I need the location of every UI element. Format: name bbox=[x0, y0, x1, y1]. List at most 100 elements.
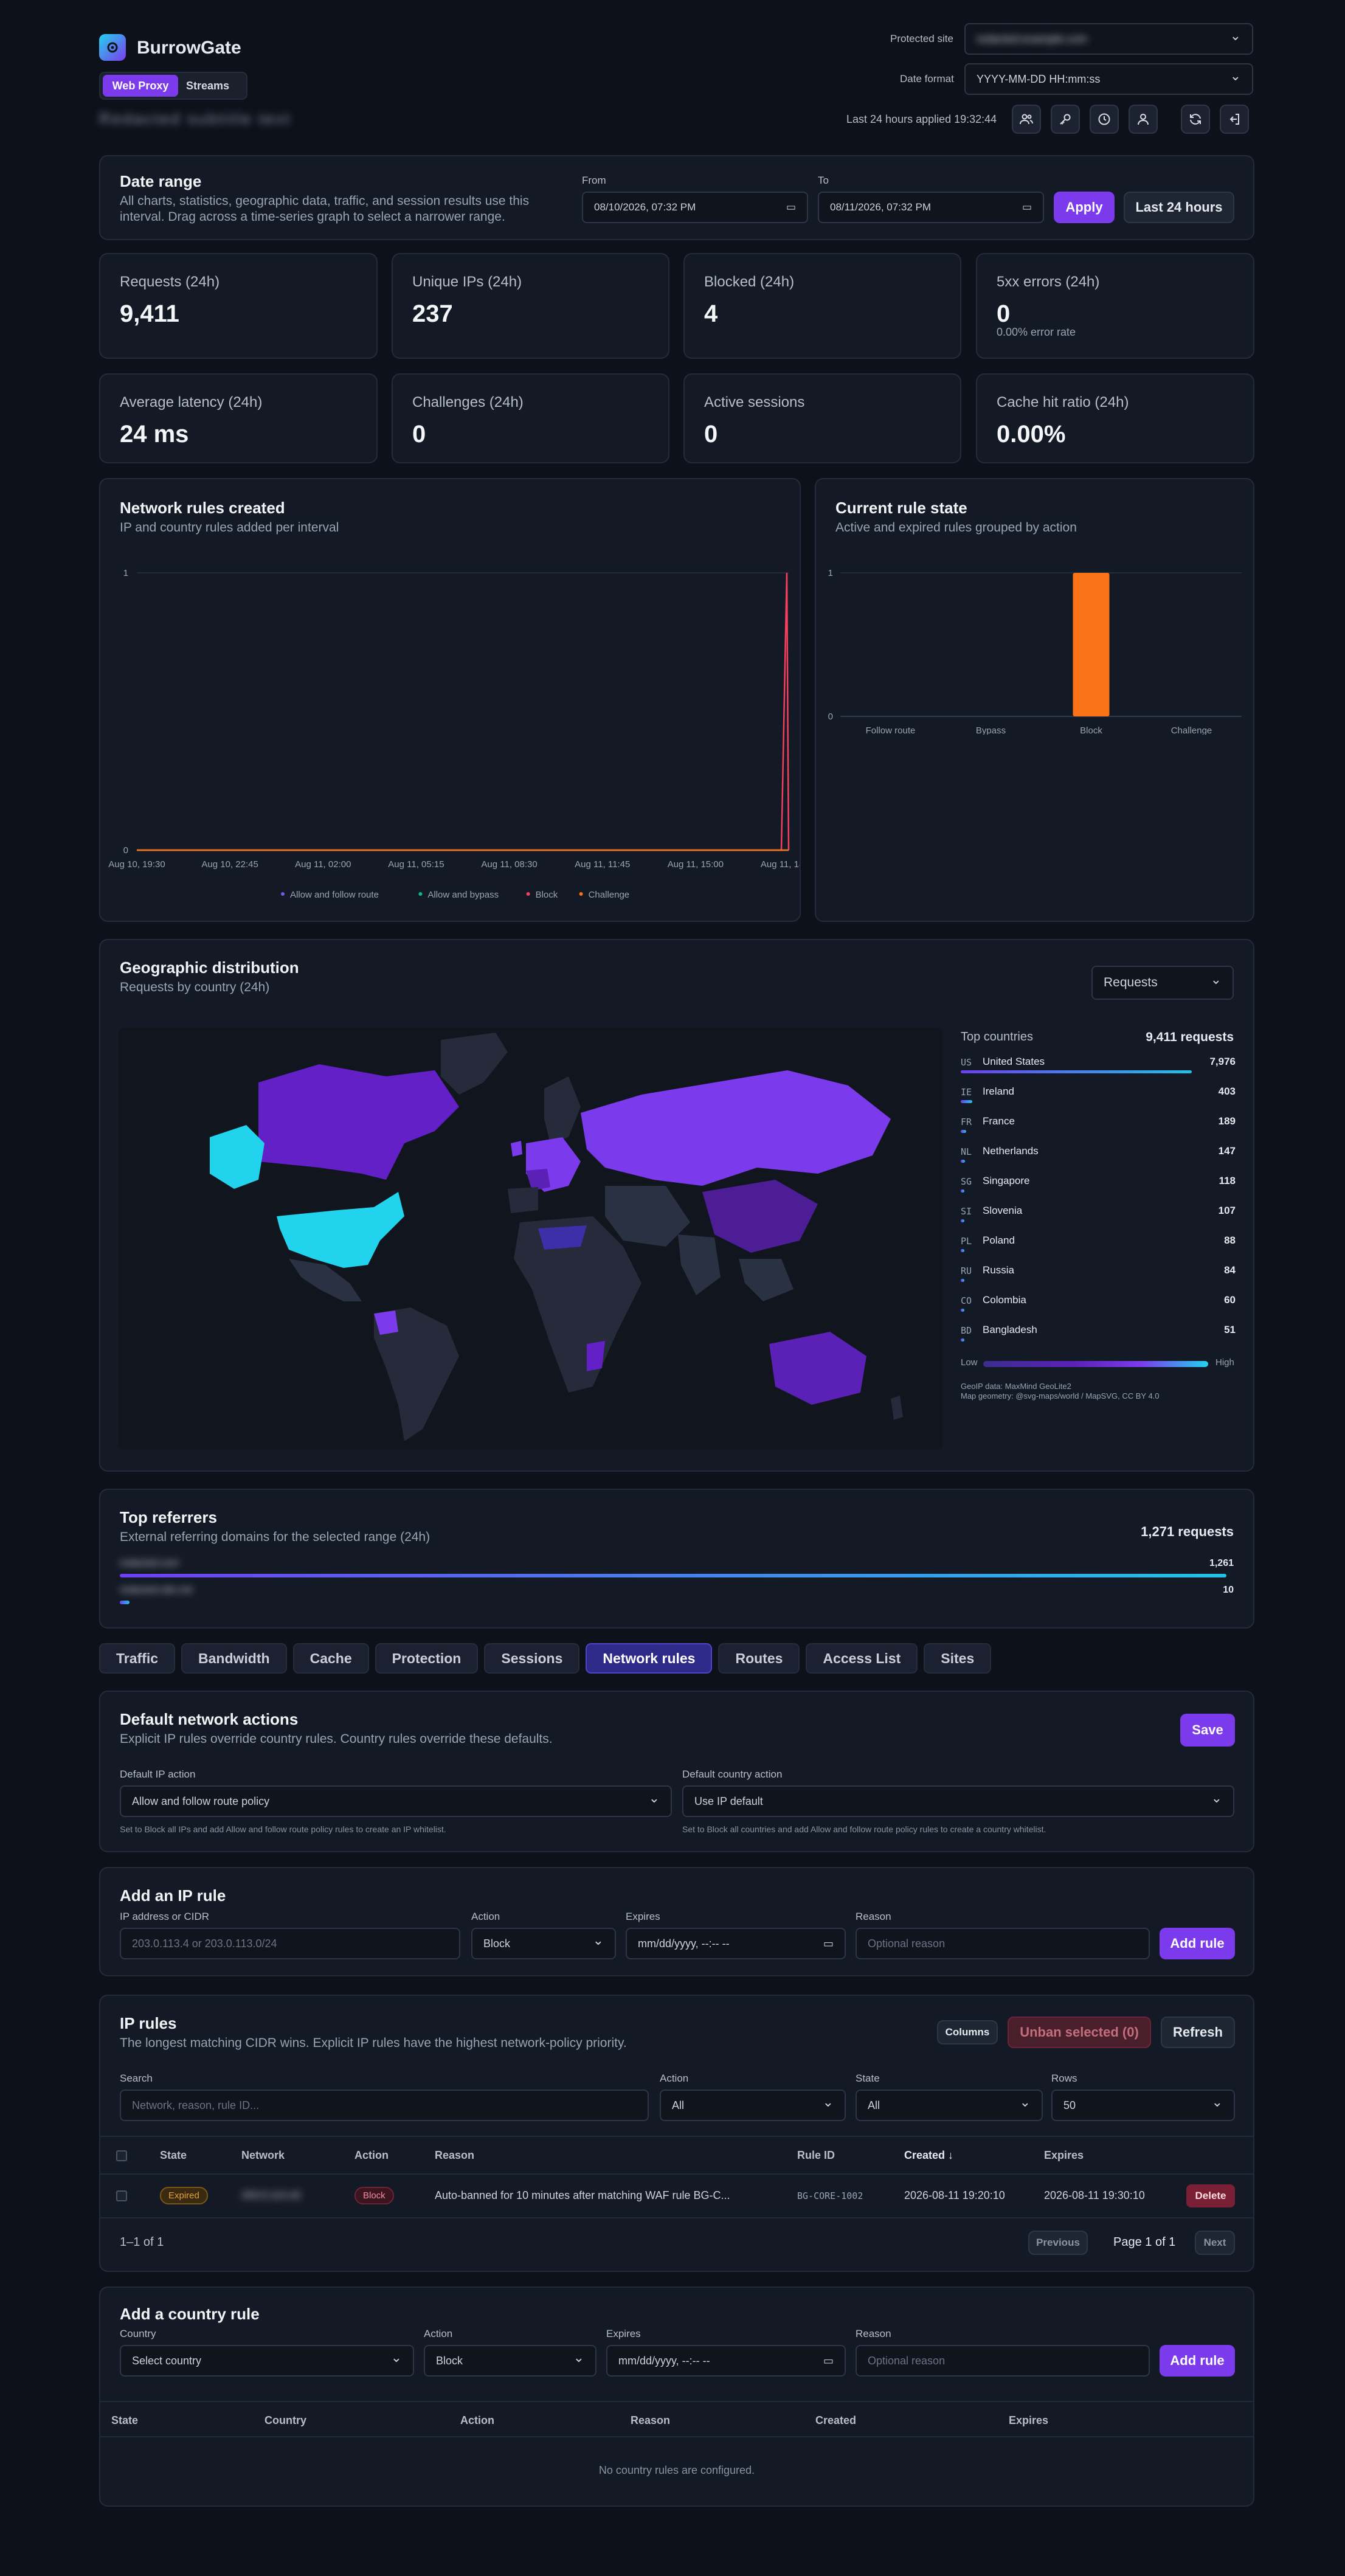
ip-reason-input[interactable]: Optional reason bbox=[856, 1928, 1150, 1959]
table-row[interactable]: Expired 203.0.113.42 Block Auto-banned f… bbox=[100, 2175, 1253, 2217]
referrer-list: redacted.com 1,261 redacted-site.net 10 bbox=[120, 1558, 1234, 1619]
date-format-select[interactable]: YYYY-MM-DD HH:mm:ss bbox=[964, 63, 1253, 95]
country-row[interactable]: FR France 189 bbox=[961, 1115, 1236, 1146]
default-actions-card: Default network actions Explicit IP rule… bbox=[99, 1691, 1254, 1852]
tab-sessions[interactable]: Sessions bbox=[484, 1643, 580, 1674]
tab-cache[interactable]: Cache bbox=[292, 1643, 369, 1674]
tab-routes[interactable]: Routes bbox=[718, 1643, 800, 1674]
tab-protection[interactable]: Protection bbox=[375, 1643, 479, 1674]
default-country-select[interactable]: Use IP default bbox=[682, 1785, 1234, 1817]
country-name: Bangladesh bbox=[983, 1324, 1037, 1335]
to-input[interactable]: 08/11/2026, 07:32 PM ▭ bbox=[818, 192, 1044, 223]
country-row[interactable]: PL Poland 88 bbox=[961, 1234, 1236, 1265]
search-input[interactable]: Network, reason, rule ID... bbox=[120, 2090, 649, 2121]
legend-label: Block bbox=[536, 890, 558, 900]
col-expires[interactable]: Expires bbox=[1044, 2149, 1084, 2161]
tab-bandwidth[interactable]: Bandwidth bbox=[181, 1643, 287, 1674]
select-all-checkbox[interactable] bbox=[116, 2150, 127, 2161]
col-action[interactable]: Action bbox=[354, 2149, 389, 2161]
table-divider bbox=[100, 2173, 1253, 2175]
geo-credit-1[interactable]: GeoIP data: MaxMind GeoLite2 bbox=[961, 1382, 1071, 1391]
country-reason-input[interactable]: Optional reason bbox=[856, 2345, 1150, 2377]
mode-web-proxy[interactable]: Web Proxy bbox=[103, 75, 178, 97]
world-map[interactable] bbox=[119, 1028, 943, 1450]
calendar-icon: ▭ bbox=[823, 1937, 834, 1950]
key-icon[interactable] bbox=[1051, 105, 1080, 134]
next-button[interactable]: Next bbox=[1195, 2231, 1235, 2255]
country-bar bbox=[961, 1189, 964, 1193]
referrer-row[interactable]: redacted-site.net 10 bbox=[120, 1585, 1234, 1612]
unban-selected-button[interactable]: Unban selected (0) bbox=[1008, 2017, 1151, 2048]
country-row[interactable]: IE Ireland 403 bbox=[961, 1085, 1236, 1116]
ip-expires-input[interactable]: mm/dd/yyyy, --:-- -- ▭ bbox=[626, 1928, 846, 1959]
legend-label: Challenge bbox=[589, 890, 630, 900]
users-icon[interactable] bbox=[1012, 105, 1041, 134]
columns-button[interactable]: Columns bbox=[937, 2020, 998, 2045]
map-greenland bbox=[441, 1033, 508, 1095]
legend-low: Low bbox=[961, 1357, 978, 1368]
tab-sites[interactable]: Sites bbox=[924, 1643, 992, 1674]
state-filter-select[interactable]: All bbox=[856, 2090, 1043, 2121]
ip-input[interactable]: 203.0.113.4 or 203.0.113.0/24 bbox=[120, 1928, 460, 1959]
country-row[interactable]: CO Colombia 60 bbox=[961, 1294, 1236, 1324]
geo-credit-2[interactable]: Map geometry: @svg-maps/world / MapSVG, … bbox=[961, 1391, 1160, 1401]
stat-label: Blocked (24h) bbox=[704, 274, 795, 290]
user-icon[interactable] bbox=[1129, 105, 1158, 134]
history-icon[interactable] bbox=[1090, 105, 1119, 134]
rows-select[interactable]: 50 bbox=[1051, 2090, 1235, 2121]
stat-value: 24 ms bbox=[120, 421, 189, 448]
x-tick-label: Aug 10, 19:30 bbox=[108, 859, 165, 870]
top-countries-total: 9,411 requests bbox=[1146, 1030, 1234, 1044]
country-row[interactable]: NL Netherlands 147 bbox=[961, 1145, 1236, 1175]
country-row[interactable]: US United States 7,976 bbox=[961, 1056, 1236, 1086]
map-ireland bbox=[511, 1141, 522, 1157]
country-code: BD bbox=[961, 1325, 972, 1336]
logout-icon[interactable] bbox=[1220, 105, 1249, 134]
row-rule-id: BG-CORE-1002 bbox=[797, 2190, 863, 2201]
col-created[interactable]: Created ↓ bbox=[904, 2149, 954, 2161]
col-network[interactable]: Network bbox=[241, 2149, 285, 2161]
protected-site-select[interactable]: redacted.example.com bbox=[964, 23, 1253, 55]
col-state[interactable]: State bbox=[160, 2149, 187, 2161]
refresh-icon[interactable] bbox=[1181, 105, 1210, 134]
add-ip-rule-button[interactable]: Add rule bbox=[1160, 1928, 1235, 1959]
country-select[interactable]: Select country bbox=[120, 2345, 414, 2377]
country-expires-input[interactable]: mm/dd/yyyy, --:-- -- ▭ bbox=[606, 2345, 846, 2377]
legend-high: High bbox=[1215, 1357, 1234, 1368]
from-input[interactable]: 08/10/2026, 07:32 PM ▭ bbox=[582, 192, 808, 223]
referrer-domain: redacted.com bbox=[120, 1558, 179, 1568]
delete-button[interactable]: Delete bbox=[1186, 2184, 1235, 2207]
col-reason[interactable]: Reason bbox=[435, 2149, 475, 2161]
country-row[interactable]: RU Russia 84 bbox=[961, 1264, 1236, 1295]
country-row[interactable]: SI Slovenia 107 bbox=[961, 1205, 1236, 1235]
referrer-row[interactable]: redacted.com 1,261 bbox=[120, 1558, 1234, 1585]
action-filter-select[interactable]: All bbox=[660, 2090, 846, 2121]
last-24-hours-button[interactable]: Last 24 hours bbox=[1124, 192, 1234, 223]
tab-access-list[interactable]: Access List bbox=[806, 1643, 918, 1674]
country-action-select[interactable]: Block bbox=[424, 2345, 596, 2377]
tab-network-rules[interactable]: Network rules bbox=[586, 1643, 713, 1674]
tab-traffic[interactable]: Traffic bbox=[99, 1643, 176, 1674]
row-network: 203.0.113.42 bbox=[241, 2189, 301, 2201]
mode-streams[interactable]: Streams bbox=[186, 80, 230, 92]
country-bar bbox=[961, 1249, 964, 1252]
apply-button[interactable]: Apply bbox=[1054, 192, 1115, 223]
geo-metric-select[interactable]: Requests bbox=[1091, 966, 1234, 1000]
refresh-button[interactable]: Refresh bbox=[1161, 2017, 1235, 2048]
previous-button[interactable]: Previous bbox=[1028, 2231, 1088, 2255]
ip-action-select[interactable]: Block bbox=[471, 1928, 616, 1959]
default-ip-select[interactable]: Allow and follow route policy bbox=[120, 1785, 672, 1817]
col-rule-id[interactable]: Rule ID bbox=[797, 2149, 835, 2161]
save-button[interactable]: Save bbox=[1180, 1714, 1235, 1747]
legend-label: Allow and follow route bbox=[290, 890, 379, 900]
row-checkbox[interactable] bbox=[116, 2190, 127, 2201]
calendar-icon: ▭ bbox=[786, 201, 796, 213]
stat-value: 0 bbox=[997, 300, 1011, 327]
rules-created-chart[interactable]: 0 1 Aug 10, 19:30 Aug 10, 22:45 Aug 11, 02:0… bbox=[100, 552, 800, 917]
ip-rules-subtitle: The longest matching CIDR wins. Explicit… bbox=[120, 2036, 627, 2050]
add-country-rule-button[interactable]: Add rule bbox=[1160, 2345, 1235, 2377]
country-row[interactable]: SG Singapore 118 bbox=[961, 1175, 1236, 1205]
country-row[interactable]: BD Bangladesh 51 bbox=[961, 1324, 1236, 1354]
state-badge: Expired bbox=[160, 2187, 208, 2204]
